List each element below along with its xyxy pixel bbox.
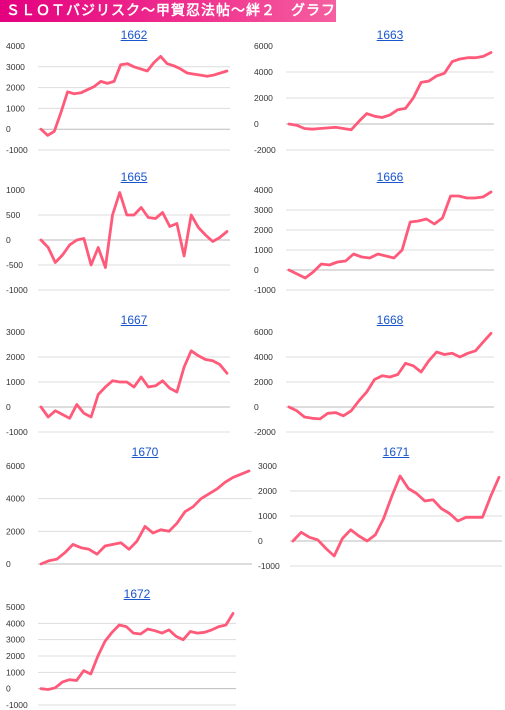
y-tick-label: 0 — [254, 402, 259, 412]
line-chart: 6000 4000 2000 0 -2000 — [254, 327, 494, 437]
y-tick-label: 0 — [6, 559, 11, 569]
series-line — [291, 474, 501, 558]
chart-panel-1672: 1672 5000 4000 3000 2000 1000 0 -1000 — [4, 587, 242, 710]
series-line — [287, 331, 493, 421]
y-tick-label: 3000 — [258, 461, 277, 471]
y-tick-label: 5000 — [6, 602, 25, 612]
y-tick-label: 0 — [6, 235, 11, 245]
line-chart: 1000 500 0 -500 -1000 — [6, 185, 230, 295]
chart-panel-1671: 1671 3000 2000 1000 0 -1000 — [256, 445, 504, 571]
chart-title-link[interactable]: 1662 — [120, 28, 148, 42]
y-tick-label: 1000 — [6, 185, 25, 195]
chart-panel-1666: 1666 4000 3000 2000 1000 0 -1000 — [252, 170, 500, 295]
y-tick-label: -2000 — [254, 145, 276, 155]
y-tick-label: 2000 — [6, 83, 25, 93]
y-tick-label: 2000 — [258, 486, 277, 496]
y-tick-label: -1000 — [6, 285, 28, 295]
chart-title-link[interactable]: 1663 — [376, 28, 404, 42]
y-tick-label: 1000 — [6, 103, 25, 113]
y-tick-label: 6000 — [254, 41, 273, 51]
y-tick-label: -500 — [6, 260, 23, 270]
y-tick-label: 2000 — [254, 225, 273, 235]
series-line — [39, 191, 229, 269]
series-line — [39, 469, 251, 566]
y-tick-label: 4000 — [6, 618, 25, 628]
y-tick-label: -2000 — [254, 427, 276, 437]
chart-title-link[interactable]: 1665 — [120, 170, 148, 184]
y-tick-label: -1000 — [6, 145, 28, 155]
chart-title-link[interactable]: 1666 — [376, 170, 404, 184]
series-line — [287, 51, 493, 132]
chart-title-link[interactable]: 1671 — [382, 445, 410, 459]
y-tick-label: 2000 — [6, 651, 25, 661]
y-tick-label: 4000 — [254, 185, 273, 195]
chart-panel-1667: 1667 3000 2000 1000 0 -1000 — [4, 313, 242, 437]
y-tick-label: 0 — [258, 536, 263, 546]
y-tick-label: 1000 — [6, 377, 25, 387]
y-tick-label: -1000 — [258, 561, 280, 571]
series-line — [39, 612, 235, 691]
y-tick-label: 0 — [6, 402, 11, 412]
series-line — [39, 54, 229, 137]
chart-title-link[interactable]: 1672 — [123, 587, 151, 601]
y-tick-label: 3000 — [254, 205, 273, 215]
y-tick-label: 1000 — [254, 245, 273, 255]
y-tick-label: 0 — [6, 684, 11, 694]
chart-title-link[interactable]: 1667 — [120, 313, 148, 327]
y-tick-label: 2000 — [254, 93, 273, 103]
y-tick-label: 2000 — [6, 526, 25, 536]
y-tick-label: 500 — [6, 210, 20, 220]
y-tick-label: -1000 — [254, 285, 276, 295]
chart-panel-1670: 1670 6000 4000 2000 0 — [4, 445, 252, 570]
series-line — [287, 190, 493, 280]
y-tick-label: 1000 — [6, 667, 25, 677]
y-tick-label: 3000 — [6, 635, 25, 645]
y-tick-label: 3000 — [6, 327, 25, 337]
line-chart: 3000 2000 1000 0 -1000 — [258, 461, 502, 571]
line-chart: 6000 4000 2000 0 -2000 — [254, 41, 494, 155]
line-chart: 6000 4000 2000 0 — [6, 461, 252, 569]
page-header: ＳＬＯＴバジリスク～甲賀忍法帖～絆２ グラフ一覧 — [0, 0, 336, 22]
line-chart: 3000 2000 1000 0 -1000 — [6, 327, 230, 437]
chart-panel-1662: 1662 4000 3000 2000 1000 0 -1000 — [4, 28, 242, 155]
chart-panel-1663: 1663 6000 4000 2000 0 -2000 — [252, 28, 500, 155]
y-tick-label: 6000 — [254, 327, 273, 337]
y-tick-label: 1000 — [258, 511, 277, 521]
line-chart: 5000 4000 3000 2000 1000 0 -1000 — [6, 602, 236, 710]
page-title: ＳＬＯＴバジリスク～甲賀忍法帖～絆２ グラフ一覧 — [6, 3, 336, 19]
y-tick-label: -1000 — [6, 700, 28, 710]
y-tick-label: 3000 — [6, 62, 25, 72]
y-tick-label: 0 — [254, 119, 259, 129]
y-tick-label: 2000 — [6, 352, 25, 362]
y-tick-label: 0 — [254, 265, 259, 275]
chart-panel-1668: 1668 6000 4000 2000 0 -2000 — [252, 313, 500, 437]
y-tick-label: 0 — [6, 124, 11, 134]
line-chart: 4000 3000 2000 1000 0 -1000 — [6, 41, 230, 155]
y-tick-label: 4000 — [6, 41, 25, 51]
chart-title-link[interactable]: 1668 — [376, 313, 404, 327]
line-chart: 4000 3000 2000 1000 0 -1000 — [254, 185, 494, 295]
chart-title-link[interactable]: 1670 — [131, 445, 159, 459]
y-tick-label: 4000 — [254, 67, 273, 77]
series-line — [39, 349, 229, 420]
y-tick-label: 2000 — [254, 377, 273, 387]
y-tick-label: -1000 — [6, 427, 28, 437]
y-tick-label: 4000 — [254, 352, 273, 362]
chart-panel-1665: 1665 1000 500 0 -500 -1000 — [4, 170, 242, 295]
y-tick-label: 4000 — [6, 494, 25, 504]
y-tick-label: 6000 — [6, 461, 25, 471]
